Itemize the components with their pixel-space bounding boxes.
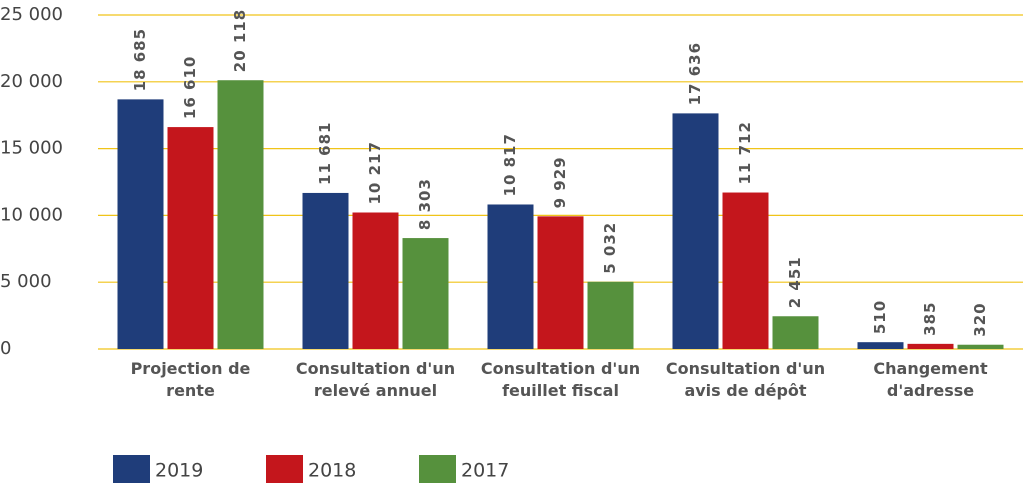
y-tick-label: 5 000 bbox=[0, 271, 52, 292]
value-label: 8 303 bbox=[416, 178, 434, 230]
bar bbox=[217, 80, 264, 350]
y-tick-label: 25 000 bbox=[0, 4, 63, 25]
x-tick-label: Changement d'adresse bbox=[873, 359, 988, 400]
bar bbox=[772, 316, 819, 349]
legend-swatch bbox=[266, 455, 303, 483]
legend-swatch bbox=[419, 455, 456, 483]
value-label: 9 929 bbox=[551, 156, 569, 208]
bar bbox=[907, 343, 954, 349]
bar bbox=[857, 342, 904, 349]
bar bbox=[302, 192, 349, 349]
x-tick-label: Projection de rente bbox=[130, 359, 251, 400]
y-tick-label: 15 000 bbox=[0, 138, 63, 159]
bar bbox=[722, 192, 769, 349]
bar bbox=[487, 204, 534, 349]
bar bbox=[537, 216, 584, 349]
value-label: 10 817 bbox=[501, 133, 519, 196]
value-label: 11 681 bbox=[316, 122, 334, 185]
value-label: 320 bbox=[971, 302, 989, 336]
y-tick-label: 0 bbox=[0, 338, 11, 359]
y-tick-label: 20 000 bbox=[0, 71, 63, 92]
x-tick-label: Consultation d'un feuillet fiscal bbox=[480, 359, 641, 400]
bar bbox=[957, 344, 1004, 349]
x-tick-label: Consultation d'un relevé annuel bbox=[295, 359, 456, 400]
value-label: 18 685 bbox=[131, 28, 149, 91]
bar bbox=[352, 212, 399, 349]
legend-label: 2017 bbox=[461, 460, 509, 482]
bar bbox=[402, 238, 449, 349]
bar bbox=[117, 99, 164, 349]
value-label: 10 217 bbox=[366, 141, 384, 204]
value-label: 16 610 bbox=[181, 56, 199, 119]
bar bbox=[167, 127, 214, 350]
bar bbox=[587, 281, 634, 349]
y-tick-label: 10 000 bbox=[0, 204, 63, 225]
value-label: 20 118 bbox=[231, 9, 249, 72]
bar bbox=[672, 113, 719, 349]
legend-swatch bbox=[113, 455, 150, 483]
x-tick-label: Consultation d'un avis de dépôt bbox=[665, 359, 826, 400]
legend-label: 2018 bbox=[308, 460, 356, 482]
value-label: 17 636 bbox=[686, 42, 704, 105]
value-label: 385 bbox=[921, 302, 939, 336]
value-label: 11 712 bbox=[736, 121, 754, 184]
value-label: 2 451 bbox=[786, 256, 804, 308]
legend-label: 2019 bbox=[155, 460, 203, 482]
value-label: 5 032 bbox=[601, 222, 619, 274]
value-label: 510 bbox=[871, 300, 889, 334]
